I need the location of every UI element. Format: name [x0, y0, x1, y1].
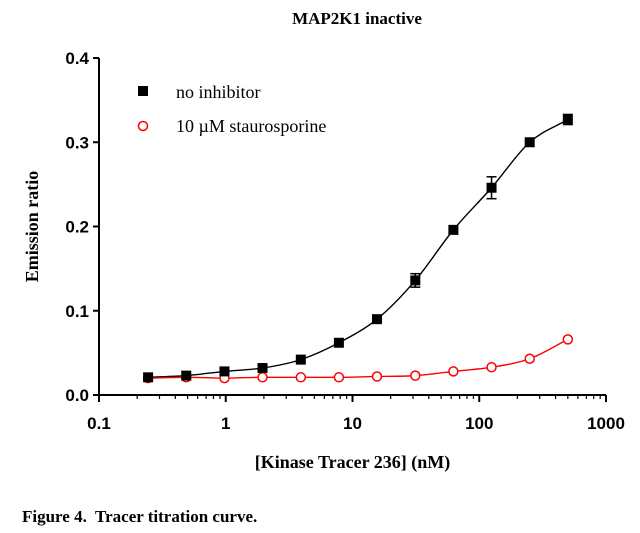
curve-no-inhibitor — [148, 118, 569, 379]
data-point-no-inhibitor — [181, 370, 192, 381]
chart-title: MAP2K1 inactive — [292, 9, 422, 28]
y-tick-label: 0.1 — [65, 302, 89, 321]
data-point-no-inhibitor — [371, 314, 382, 325]
data-point-no-inhibitor — [295, 354, 306, 365]
legend-marker-no-inhibitor — [138, 86, 148, 96]
data-point-no-inhibitor — [410, 275, 421, 286]
legend-label-staurosporine: 10 µM staurosporine — [176, 116, 326, 136]
x-axis-label: [Kinase Tracer 236] (nM) — [255, 452, 450, 473]
y-tick-label: 0.4 — [65, 49, 89, 68]
figure-caption: Figure 4. Tracer titration curve. — [22, 507, 258, 526]
data-point-no-inhibitor — [524, 137, 535, 148]
data-point-staurosporine — [333, 372, 345, 383]
data-point-staurosporine — [295, 372, 307, 383]
data-point-staurosporine — [257, 372, 268, 383]
legend: no inhibitor 10 µM staurosporine — [137, 82, 326, 136]
legend-label-no-inhibitor: no inhibitor — [176, 82, 261, 102]
axes: 0.0 0.1 0.2 0.3 0.4 0.1 1 10 100 1000 — [65, 49, 625, 433]
x-tick-label: 1000 — [587, 414, 625, 433]
data-point-no-inhibitor — [219, 366, 230, 377]
y-axis-label: Emission ratio — [22, 171, 42, 283]
data-point-staurosporine — [410, 370, 421, 381]
data-point-no-inhibitor — [257, 363, 268, 374]
fit-curves — [148, 118, 569, 379]
x-tick-label: 0.1 — [87, 414, 111, 433]
data-point-no-inhibitor — [333, 337, 344, 348]
data-point-staurosporine — [486, 361, 497, 373]
y-tick-label: 0.2 — [65, 218, 89, 237]
data-point-no-inhibitor — [486, 182, 497, 193]
data-point-staurosporine — [524, 353, 535, 365]
x-tick-label: 10 — [343, 414, 362, 433]
data-point-no-inhibitor — [562, 114, 573, 125]
x-tick-label: 100 — [465, 414, 493, 433]
data-point-staurosporine — [562, 334, 574, 345]
data-point-staurosporine — [371, 371, 383, 382]
data-point-no-inhibitor — [143, 372, 154, 383]
y-tick-label: 0.0 — [65, 386, 89, 405]
data-points — [142, 113, 574, 384]
data-point-no-inhibitor — [448, 224, 459, 235]
x-tick-label: 1 — [221, 414, 230, 433]
data-point-staurosporine — [448, 366, 459, 377]
legend-marker-staurosporine — [137, 120, 149, 132]
y-tick-label: 0.3 — [65, 133, 89, 152]
